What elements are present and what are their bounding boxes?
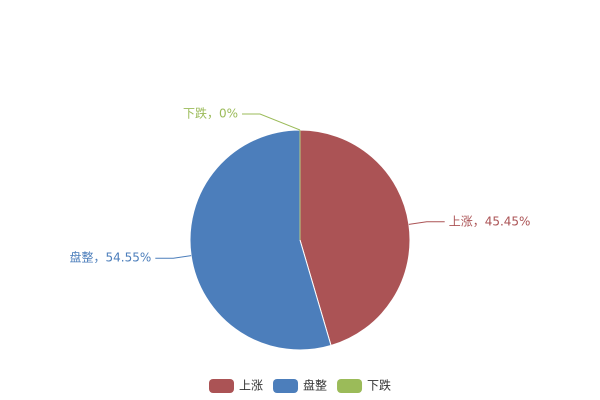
label-line — [242, 113, 301, 131]
pie-slice — [299, 129, 411, 347]
legend-label: 盘整 — [303, 378, 327, 393]
data-label: 上涨，45.45% — [449, 213, 531, 228]
legend-label: 上涨 — [239, 378, 263, 393]
legend-swatch — [273, 379, 299, 393]
legend-swatch — [337, 379, 363, 393]
data-label: 盘整，54.55% — [70, 250, 152, 265]
data-label: 下跌，0% — [183, 106, 238, 121]
legend-swatch — [209, 379, 234, 393]
label-line — [155, 255, 192, 259]
legend-label: 下跌 — [367, 378, 391, 393]
label-line — [408, 221, 445, 225]
